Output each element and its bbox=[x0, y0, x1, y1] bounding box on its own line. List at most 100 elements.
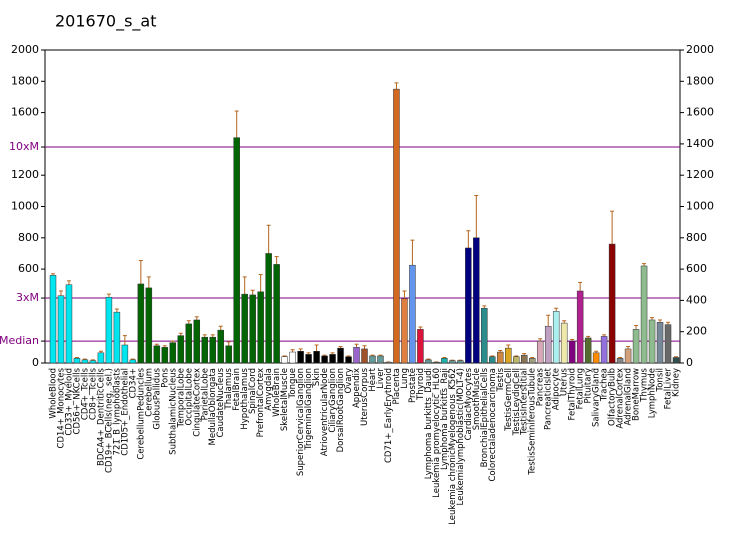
bar bbox=[185, 323, 193, 364]
x-tick-label: BronchialEpithelialCells bbox=[480, 367, 490, 467]
x-tick-label: TemporalLobe bbox=[176, 368, 186, 428]
bar bbox=[505, 347, 512, 364]
x-tick-label: Uterus bbox=[560, 367, 570, 396]
x-tick-label: CD105+_Endothelial bbox=[120, 368, 130, 456]
x-tick-label: Trachea bbox=[600, 368, 610, 402]
x-tick-label: Lymphoma burkitts_Daudi bbox=[424, 368, 434, 479]
x-tick-label: LymphNode bbox=[648, 368, 658, 418]
y-tick-label: 1800 bbox=[11, 74, 39, 87]
x-tick-label: CardiacMyocytes bbox=[464, 367, 474, 440]
x-tick-label: Pancreas bbox=[536, 367, 546, 406]
y2-tick-label: 2000 bbox=[686, 43, 714, 56]
x-tick-label: TestisLeydigCell bbox=[512, 368, 522, 436]
x-tick-label: CD34+ bbox=[128, 368, 138, 398]
x-tick-label: WholeBlood bbox=[48, 368, 58, 419]
bar bbox=[449, 360, 456, 364]
bar bbox=[521, 354, 528, 364]
x-tick-label: CD56+_NKCells bbox=[72, 367, 82, 434]
bar bbox=[608, 243, 616, 364]
x-tick-label: Placenta bbox=[392, 368, 402, 405]
y2-tick-label: 1600 bbox=[686, 106, 714, 119]
bar bbox=[393, 88, 400, 364]
bar bbox=[57, 295, 65, 364]
bar bbox=[73, 358, 81, 364]
bar bbox=[544, 325, 552, 364]
x-tick-label: CD71+_EarlyErythroid bbox=[384, 368, 394, 463]
reference-label: 3xM bbox=[16, 291, 39, 304]
x-tick-label: Kidney bbox=[672, 368, 682, 397]
bar bbox=[97, 352, 105, 364]
x-tick-label: CD8+_Tcells bbox=[88, 367, 98, 420]
bar bbox=[528, 358, 536, 364]
x-tick-label: Testis bbox=[496, 367, 506, 392]
bar bbox=[425, 359, 432, 364]
x-tick-label: TestisInterstitial bbox=[520, 368, 530, 436]
y2-tick-label: 1000 bbox=[686, 200, 714, 213]
bar bbox=[632, 329, 640, 364]
x-tick-label: AdrenalGland bbox=[624, 368, 634, 426]
x-tick-label: CerebellumPeduncles bbox=[136, 367, 146, 459]
y2-tick-label: 400 bbox=[686, 293, 707, 306]
y2-tick-label: 200 bbox=[686, 325, 707, 338]
bar bbox=[433, 361, 440, 364]
bar bbox=[672, 357, 680, 364]
x-tick-label: Prostate bbox=[408, 368, 418, 403]
x-tick-label: CD19+_BCells(neg._sel.) bbox=[104, 368, 114, 473]
bar bbox=[273, 264, 280, 364]
bar bbox=[89, 360, 97, 364]
bar bbox=[145, 287, 153, 364]
x-tick-label: PrefrontalCortex bbox=[256, 368, 266, 437]
bar bbox=[600, 336, 608, 364]
bar bbox=[568, 340, 576, 364]
x-tick-label: BoneMarrow bbox=[632, 368, 642, 421]
x-tick-label: SpinalCord bbox=[248, 368, 258, 414]
x-tick-label: Lymphoma burkitts_Raji bbox=[440, 368, 450, 470]
x-tick-label: Appendix bbox=[352, 368, 362, 408]
bar bbox=[552, 311, 560, 364]
bar bbox=[313, 351, 320, 364]
bar bbox=[265, 253, 272, 364]
bar bbox=[664, 324, 672, 364]
bar bbox=[513, 356, 520, 364]
y2-tick-label: 800 bbox=[686, 231, 707, 244]
y-tick-label: 1600 bbox=[11, 106, 39, 119]
bar bbox=[81, 359, 89, 364]
x-tick-label: Colorectaladenocarcinoma bbox=[488, 368, 498, 482]
bar bbox=[129, 359, 137, 364]
x-tick-label: CaudateNucleus bbox=[216, 367, 226, 437]
x-tick-label: SubthalamicNucleus bbox=[168, 367, 178, 454]
bar bbox=[481, 307, 488, 364]
x-tick-label: Heart bbox=[368, 367, 378, 391]
x-tick-label: Leukemia promyelocytic_HL60 bbox=[432, 368, 442, 498]
bar bbox=[576, 290, 584, 364]
x-tick-label: Adipocyte bbox=[552, 368, 562, 410]
x-tick-label: Thymus bbox=[640, 367, 650, 402]
x-tick-label: CingulateCortex bbox=[192, 368, 202, 437]
x-tick-label: Thyroid bbox=[416, 368, 426, 401]
bar bbox=[161, 347, 169, 364]
x-tick-label: Ovary bbox=[344, 368, 354, 393]
y-tick-label: 2000 bbox=[11, 43, 39, 56]
bar bbox=[201, 336, 208, 364]
bar bbox=[257, 291, 264, 364]
bar bbox=[345, 356, 352, 364]
x-tick-label: CD4+_Tcells bbox=[80, 367, 90, 420]
bar bbox=[241, 293, 248, 364]
x-tick-label: 721_B_lymphoblasts bbox=[112, 367, 122, 455]
x-tick-label: Lung bbox=[400, 368, 410, 389]
bar bbox=[193, 319, 201, 364]
bar bbox=[65, 284, 73, 364]
x-tick-label: DorsalRootGanglion bbox=[336, 368, 346, 452]
bar bbox=[560, 322, 568, 364]
x-tick-label: FetalLung bbox=[576, 368, 586, 409]
bar bbox=[616, 358, 624, 364]
reference-label: 10xM bbox=[9, 140, 39, 153]
bar bbox=[177, 335, 185, 364]
x-tick-label: UterusCorpus bbox=[360, 367, 370, 426]
bar bbox=[473, 237, 480, 364]
bar bbox=[281, 356, 288, 364]
x-tick-label: Hypothalamus bbox=[240, 367, 250, 429]
bar bbox=[457, 360, 464, 364]
bar bbox=[640, 265, 648, 364]
bar bbox=[121, 344, 129, 364]
